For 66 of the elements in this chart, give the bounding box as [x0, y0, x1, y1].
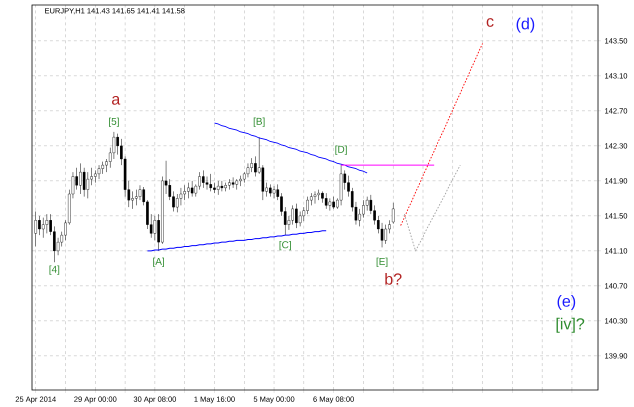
candlestick [314, 191, 316, 204]
candlestick [321, 191, 324, 203]
candlestick [366, 196, 368, 211]
candlestick [242, 172, 246, 183]
candlestick [209, 174, 212, 192]
candlestick [38, 216, 41, 236]
candlestick [324, 192, 328, 210]
candlestick [269, 184, 272, 197]
candlestick [112, 132, 116, 160]
candlestick [235, 178, 238, 190]
candlestick [34, 211, 38, 247]
candlestick [254, 156, 257, 177]
candlestick [154, 216, 156, 241]
candlestick [180, 188, 182, 206]
candlestick [202, 170, 205, 188]
candlestick [232, 177, 234, 188]
candlestick [190, 180, 194, 197]
annotation: [5] [109, 118, 119, 127]
candlestick [176, 194, 179, 213]
annotation: (e) [558, 295, 576, 310]
candlestick [228, 178, 231, 190]
candlestick [46, 214, 48, 234]
candlestick [328, 198, 332, 211]
candlestick [213, 182, 216, 194]
candlestick [94, 170, 97, 183]
candlestick [216, 180, 220, 196]
candlestick [42, 217, 44, 238]
candlestick [82, 167, 86, 197]
annotation: c [486, 18, 494, 27]
annotation: [C] [280, 240, 291, 250]
annotation: [A] [153, 258, 164, 267]
candlestick [384, 224, 388, 244]
candlestick [362, 200, 365, 218]
candlestick [86, 172, 90, 199]
candlestick [250, 158, 254, 172]
candlestick [239, 175, 242, 186]
annotation: b? [385, 273, 402, 285]
candlestick [206, 176, 208, 190]
candlestick [392, 202, 395, 224]
candlestick [134, 189, 138, 206]
candlestick [332, 196, 335, 210]
line-series [400, 43, 484, 226]
candlestick [246, 163, 250, 178]
candlestick [295, 203, 298, 228]
candlestick [317, 189, 320, 200]
candlestick [187, 182, 190, 199]
annotation: [B] [254, 118, 265, 127]
candlestick [79, 163, 82, 194]
annotation: [4] [50, 265, 60, 275]
candlestick [298, 211, 302, 227]
candlestick [101, 161, 104, 174]
candlestick [98, 164, 100, 180]
candlestick [220, 180, 224, 192]
candlestick [131, 191, 134, 210]
annotation: [E] [376, 258, 388, 267]
candlestick [262, 164, 264, 200]
annotation: [D] [335, 146, 347, 155]
candlestick [138, 184, 142, 200]
candlestick [358, 208, 362, 227]
annotation: [iv]? [556, 318, 584, 333]
annotation: (d) [516, 18, 534, 33]
candlestick [272, 186, 276, 199]
candlestick [380, 222, 384, 248]
annotation: a [112, 96, 120, 105]
candlestick [198, 172, 201, 190]
candlestick [306, 196, 309, 214]
